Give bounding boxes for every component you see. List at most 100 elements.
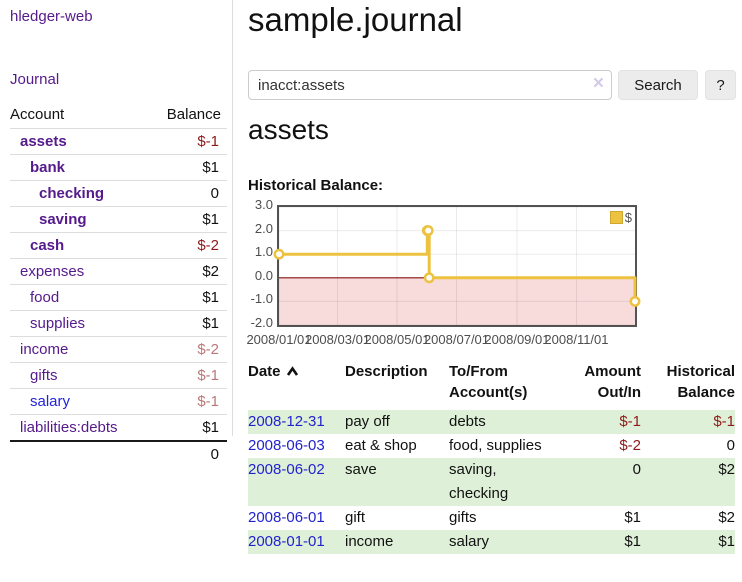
date-column-header[interactable]: Date — [248, 361, 345, 410]
balance-column-header: Balance — [166, 106, 221, 123]
description-column-header: Description — [345, 363, 428, 380]
account-row: supplies $1 — [10, 310, 227, 337]
account-link-liabilities-debts[interactable]: liabilities:debts — [20, 419, 118, 436]
transaction-date: 2008-06-01 — [248, 506, 345, 530]
search-input[interactable] — [248, 70, 612, 100]
accounts-column-header: To/From Account(s) — [449, 363, 528, 401]
account-heading: assets — [248, 114, 329, 145]
account-row: liabilities:debts $1 — [10, 414, 227, 441]
transaction-balance: $-1 — [713, 413, 735, 430]
transaction-date: 2008-06-03 — [248, 434, 345, 458]
transaction-description: save — [345, 461, 377, 478]
x-axis-tick-label: 2008/09/01 — [484, 332, 550, 347]
account-row: cash $-2 — [10, 232, 227, 259]
transaction-description: income — [345, 533, 394, 550]
transaction-amount: $1 — [624, 533, 641, 550]
account-column-header: Account — [10, 106, 65, 123]
app-brand-link[interactable]: hledger-web — [10, 8, 93, 25]
accounts-total-row: 0 — [10, 440, 227, 467]
transaction-date: 2008-01-01 — [248, 530, 345, 554]
register-row[interactable]: 2008-06-01 gift gifts $1 $2 — [248, 506, 735, 530]
account-row: checking 0 — [10, 180, 227, 207]
account-link-assets[interactable]: assets — [20, 133, 67, 150]
account-balance: $1 — [149, 206, 227, 233]
register-header-row: Date Description To/From Account(s) Amou… — [248, 361, 735, 410]
x-axis-tick-label: 2008/03/01 — [304, 332, 371, 347]
transaction-date-link[interactable]: 2008-12-31 — [248, 413, 325, 430]
account-balance: $-1 — [149, 128, 227, 155]
sort-ascending-icon — [286, 366, 298, 376]
account-link-gifts[interactable]: gifts — [30, 367, 58, 384]
account-link-cash[interactable]: cash — [30, 237, 65, 254]
account-link-expenses[interactable]: expenses — [20, 263, 85, 280]
legend-label: $ — [624, 210, 632, 225]
help-button[interactable]: ? — [705, 70, 736, 100]
account-balance: $-2 — [149, 232, 227, 259]
account-row: income $-2 — [10, 336, 227, 363]
account-balance: $2 — [149, 258, 227, 285]
transaction-amount: 0 — [632, 461, 641, 478]
register-row[interactable]: 2008-06-03 eat & shop food, supplies $-2 0 — [248, 434, 735, 458]
chart-plot-area: $ — [273, 205, 641, 327]
x-axis-tick-label: 2008/07/01 — [423, 332, 490, 347]
account-row: gifts $-1 — [10, 362, 227, 389]
search-form: × Search ? — [248, 70, 736, 100]
account-link-food[interactable]: food — [30, 289, 60, 306]
transaction-date: 2008-12-31 — [248, 410, 345, 434]
y-axis-tick-label: 3.0 — [254, 197, 273, 212]
account-balance: $1 — [149, 154, 227, 181]
x-axis-tick-label: 2008/01/01 — [246, 332, 312, 347]
y-axis-tick-label: -2.0 — [250, 315, 273, 330]
account-balance: 0 — [149, 180, 227, 207]
account-balance: $1 — [149, 310, 227, 337]
transaction-balance: 0 — [726, 437, 735, 454]
accounts-table-header: Account Balance — [10, 103, 227, 129]
account-row: saving $1 — [10, 206, 227, 233]
account-link-saving[interactable]: saving — [39, 211, 87, 228]
account-balance: $1 — [149, 284, 227, 311]
transaction-date-link[interactable]: 2008-06-02 — [248, 461, 325, 478]
account-link-bank[interactable]: bank — [30, 159, 66, 176]
accounts-total-balance: 0 — [149, 440, 227, 467]
transaction-date-link[interactable]: 2008-01-01 — [248, 533, 325, 550]
register-table: Date Description To/From Account(s) Amou… — [248, 361, 735, 554]
register-row[interactable]: 2008-12-31 pay off debts $-1 $-1 — [248, 410, 735, 434]
transaction-accounts: debts — [449, 413, 486, 430]
transaction-balance: $1 — [718, 533, 735, 550]
register-row[interactable]: 2008-01-01 income salary $1 $1 — [248, 530, 735, 554]
account-balance: $-2 — [149, 336, 227, 363]
transaction-balance: $2 — [718, 461, 735, 478]
transaction-accounts: salary — [449, 533, 490, 550]
transaction-date-link[interactable]: 2008-06-03 — [248, 437, 325, 454]
account-row: food $1 — [10, 284, 227, 311]
register-row[interactable]: 2008-06-02 save saving, checking 0 $2 — [248, 458, 735, 506]
y-axis-tick-label: 0.0 — [254, 267, 273, 283]
clear-search-icon[interactable]: × — [592, 73, 604, 94]
y-axis-tick-label: 2.0 — [254, 220, 273, 236]
account-row: assets $-1 — [10, 128, 227, 155]
account-row: expenses $2 — [10, 258, 227, 285]
chart-title: Historical Balance: — [248, 177, 384, 194]
search-button[interactable]: Search — [618, 70, 698, 100]
transaction-balance: $2 — [718, 509, 735, 526]
account-row: salary $-1 — [10, 388, 227, 415]
transaction-amount: $1 — [624, 509, 641, 526]
y-axis-tick-label: 1.0 — [254, 244, 273, 260]
sidebar-item-journal[interactable]: Journal — [10, 71, 60, 88]
account-link-supplies[interactable]: supplies — [30, 315, 86, 332]
legend-swatch-icon — [609, 211, 623, 224]
chart-legend: $ — [609, 210, 632, 225]
account-link-salary[interactable]: salary — [30, 393, 71, 410]
account-link-checking[interactable]: checking — [39, 185, 105, 202]
transaction-amount: $-2 — [619, 437, 641, 454]
transaction-description: pay off — [345, 413, 390, 430]
transaction-date: 2008-06-02 — [248, 458, 345, 506]
chart-canvas — [273, 206, 641, 326]
transaction-accounts: food, supplies — [449, 437, 542, 454]
main-content: sample.journal × Search ? assets Histori… — [246, 0, 736, 582]
transaction-date-link[interactable]: 2008-06-01 — [248, 509, 325, 526]
amount-column-header: Amount Out/In — [584, 363, 641, 401]
account-link-income[interactable]: income — [20, 341, 69, 358]
sidebar: hledger-web Journal Account Balance asse… — [0, 0, 233, 467]
transaction-accounts: saving, checking — [449, 461, 509, 502]
